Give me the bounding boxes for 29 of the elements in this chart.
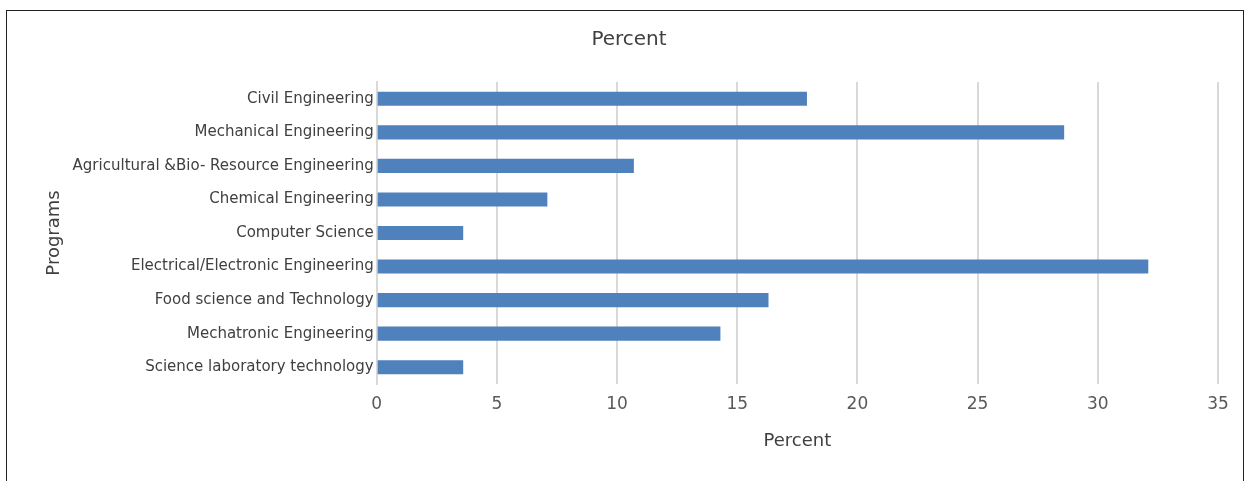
y-tick-label: Agricultural &Bio- Resource Engineering <box>72 155 374 174</box>
y-tick-label: Civil Engineering <box>247 88 374 107</box>
x-tick-label: 20 <box>846 392 869 413</box>
y-tick-label: Computer Science <box>236 222 374 241</box>
bar <box>377 225 464 241</box>
y-tick-label: Science laboratory technology <box>145 357 374 376</box>
x-tick-label: 10 <box>606 392 628 413</box>
x-tick-label: 25 <box>966 392 989 413</box>
bar <box>377 360 464 375</box>
bar <box>377 91 807 106</box>
y-tick-label: Chemical Engineering <box>209 189 374 208</box>
y-tick-label: Food science and Technology <box>154 290 374 308</box>
x-tick-label: 15 <box>726 392 749 413</box>
bar <box>377 125 1065 140</box>
y-tick-label: Mechanical Engineering <box>194 122 374 141</box>
x-tick-label: 30 <box>1086 392 1109 413</box>
y-tick-label: Mechatronic Engineering <box>186 323 374 342</box>
bar <box>377 259 1149 274</box>
y-axis-title: Programs <box>42 190 64 276</box>
x-tick-label: 35 <box>1207 392 1229 413</box>
bar <box>377 158 634 173</box>
x-tick-label: 0 <box>371 392 383 413</box>
bar <box>377 326 721 341</box>
chart-title: Percent <box>591 26 667 51</box>
y-tick-label: Electrical/Electronic Engineering <box>130 256 374 275</box>
bar <box>377 192 548 207</box>
x-tick-label: 5 <box>491 392 503 413</box>
x-axis-title: Percent <box>763 428 832 450</box>
bar <box>377 293 769 308</box>
